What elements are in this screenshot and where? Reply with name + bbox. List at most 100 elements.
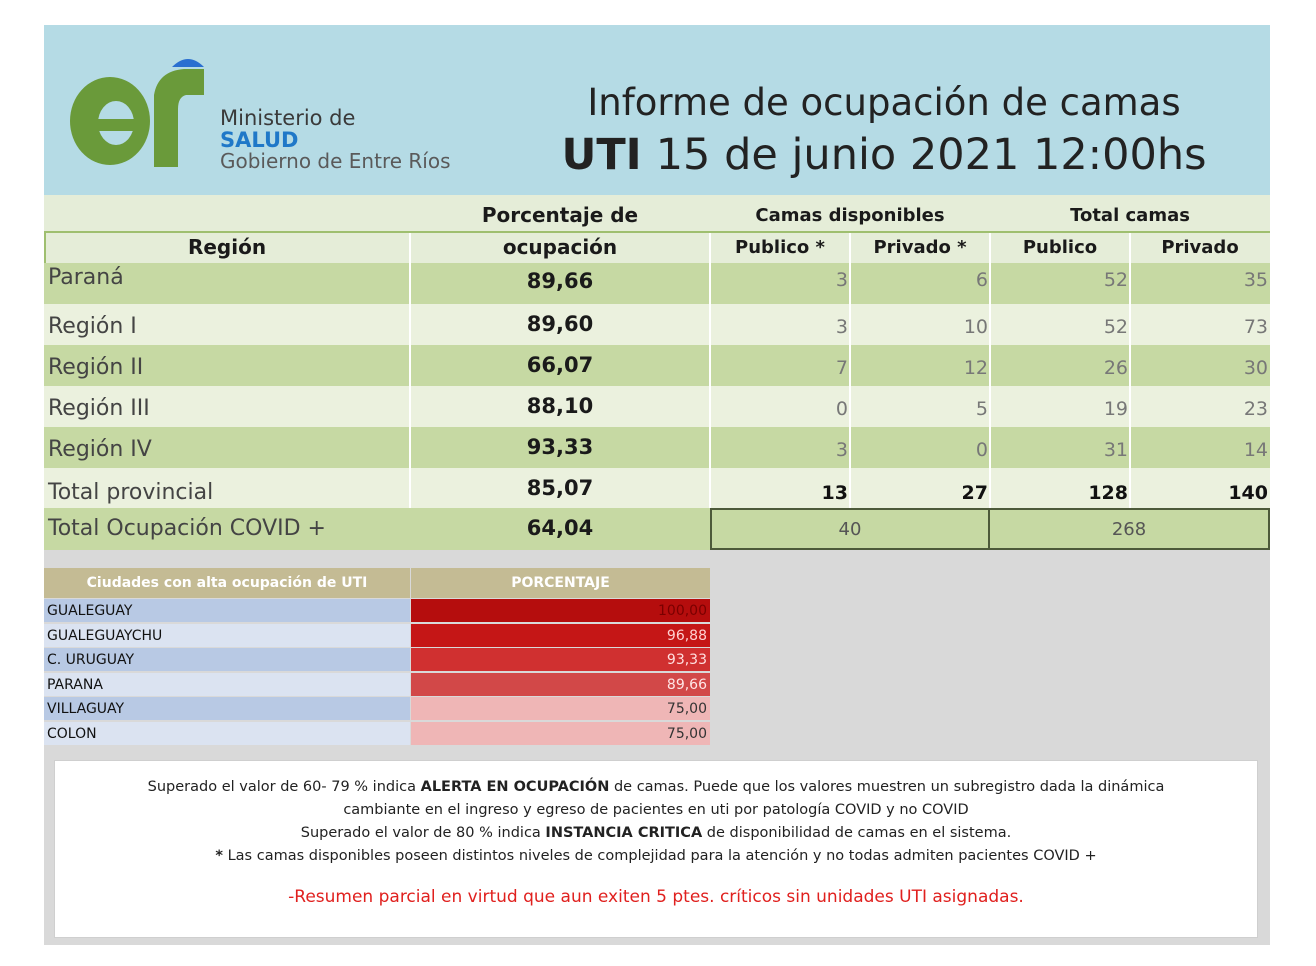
covid-disp-total: 40 [710,508,990,550]
note-bold: ALERTA EN OCUPACIÓN [420,779,610,795]
city-row: C. URUGUAY 93,33 [44,648,710,672]
ministry-line3: Gobierno de Entre Ríos [220,149,451,174]
disp-publico: 7 [835,357,848,379]
total-publico: 52 [1103,269,1128,291]
col-publico-disp-header: Publico * [735,237,825,258]
disp-publico: 0 [835,398,848,420]
table-row: Región I 89,60 3 10 52 73 [44,304,1270,345]
total-publico: 52 [1103,316,1128,338]
ministry-line1: Ministerio de [220,106,356,130]
divider [989,233,991,508]
disp-privado: 0 [975,439,988,461]
col-privado-total-header: Privado [1161,237,1239,258]
region-pct: 88,10 [526,394,594,418]
city-name: GUALEGUAY [44,599,410,622]
note-line1: Superado el valor de 60- 79 % indica ALE… [55,776,1257,799]
col-publico-total-header: Publico [1022,237,1098,258]
total-publico: 26 [1103,357,1128,379]
note-text: de disponibilidad de camas en el sistema… [702,825,1012,841]
disp-privado: 6 [975,269,988,291]
city-name: COLON [44,721,410,745]
table-header-sub [44,231,1270,263]
report-header: Ministerio de SALUD Gobierno de Entre Rí… [44,25,1270,195]
city-pct: 96,88 [411,623,710,647]
note-line2: cambiante en el ingreso y egreso de paci… [343,802,969,818]
total-privado: 14 [1243,439,1268,461]
col-pct-header-line2: ocupación [502,235,618,259]
divider [1129,233,1131,508]
city-name: VILLAGUAY [44,697,410,720]
title-line1: Informe de ocupación de camas [587,81,1181,124]
table-row-covid: Total Ocupación COVID + 64,04 40 268 [44,508,1270,550]
region-pct: 89,60 [526,312,594,336]
region-pct: 85,07 [526,476,594,500]
disp-publico: 3 [835,316,848,338]
title-line2: UTI 15 de junio 2021 12:00hs [504,130,1264,180]
total-privado: 35 [1243,269,1268,291]
covid-pct: 64,04 [526,516,594,540]
total-publico: 31 [1103,439,1128,461]
notes-box: Superado el valor de 60- 79 % indica ALE… [54,760,1258,938]
city-pct: 75,00 [411,697,710,720]
region-pct: 89,66 [526,269,594,293]
disp-publico: 13 [821,482,848,504]
divider [849,233,851,508]
col-camas-disp-header: Camas disponibles [755,205,945,226]
city-pct: 89,66 [411,672,710,696]
region-name: Región III [48,396,150,421]
total-privado: 23 [1243,398,1268,420]
er-logo-icon [70,59,204,167]
divider [709,233,711,508]
note-text: Las camas disponibles poseen distintos n… [222,848,1097,864]
total-privado: 140 [1228,482,1268,504]
total-privado: 73 [1243,316,1268,338]
total-publico: 128 [1088,482,1128,504]
report-sheet: Ministerio de SALUD Gobierno de Entre Rí… [44,25,1270,945]
title-date: 15 de junio 2021 12:00hs [655,130,1207,180]
divider [409,233,411,508]
note-star: * [215,848,223,864]
total-publico: 19 [1103,398,1128,420]
region-name: Región I [48,314,137,339]
disp-privado: 12 [963,357,988,379]
cities-header-name: Ciudades con alta ocupación de UTI [44,568,410,598]
ministry-name: Ministerio de SALUD Gobierno de Entre Rí… [220,107,451,172]
disp-privado: 5 [975,398,988,420]
col-total-camas-header: Total camas [1070,205,1190,226]
report-title: Informe de ocupación de camas UTI 15 de j… [504,81,1264,180]
region-name: Total provincial [48,480,214,505]
note-line4: * Las camas disponibles poseen distintos… [55,845,1257,868]
city-row: VILLAGUAY 75,00 [44,697,710,721]
table-top-border [44,231,1270,233]
region-pct: 93,33 [526,435,594,459]
title-uti: UTI [561,130,642,180]
ministry-line2: SALUD [220,128,299,153]
city-row: GUALEGUAY 100,00 [44,599,710,623]
total-privado: 30 [1243,357,1268,379]
region-pct: 66,07 [526,353,594,377]
col-region-header: Región [187,235,267,259]
note-text: de camas. Puede que los valores muestren… [609,779,1165,795]
table-header-top [44,195,1270,231]
table-row: Región IV 93,33 3 0 31 14 [44,427,1270,468]
city-name: C. URUGUAY [44,648,410,671]
city-pct: 93,33 [411,648,710,671]
note-bold: INSTANCIA CRITICA [545,825,703,841]
city-row: COLON 75,00 [44,721,710,746]
note-red-line: -Resumen parcial en virtud que aun exite… [288,887,1024,907]
col-privado-disp-header: Privado * [873,237,967,258]
note-line3: Superado el valor de 80 % indica INSTANC… [55,822,1257,845]
city-pct: 75,00 [411,721,710,745]
note-text: Superado el valor de 60- 79 % indica [147,779,421,795]
city-name: GUALEGUAYCHU [44,623,410,647]
covid-camas-total: 268 [988,508,1270,550]
cities-header-pct: PORCENTAJE [411,568,710,598]
city-row: GUALEGUAYCHU 96,88 [44,623,710,648]
table-row: Paraná 89,66 3 6 52 35 [44,263,1270,304]
covid-label: Total Ocupación COVID + [48,516,326,541]
disp-privado: 27 [961,482,988,504]
disp-publico: 3 [835,439,848,461]
table-row: Región III 88,10 0 5 19 23 [44,386,1270,427]
disp-publico: 3 [835,269,848,291]
table-row: Región II 66,07 7 12 26 30 [44,345,1270,386]
